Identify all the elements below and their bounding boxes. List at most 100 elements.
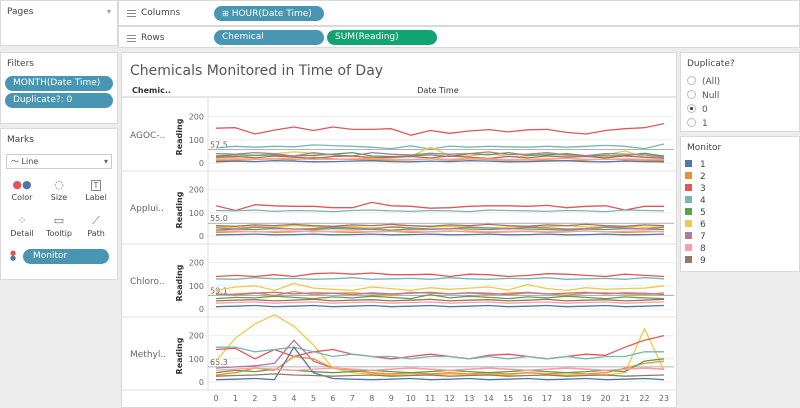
legend-item-monitor-7[interactable]: 7 bbox=[685, 231, 706, 243]
x-tick-label: 3 bbox=[272, 394, 277, 403]
legend-swatch bbox=[685, 196, 692, 203]
filters-card: Filters MONTH(Date Time) Duplicate?: 0 bbox=[0, 52, 118, 124]
radio-dot bbox=[687, 76, 696, 85]
legend-item-monitor-9[interactable]: 9 bbox=[685, 255, 706, 267]
detail-dots-icon: ⁘ bbox=[17, 214, 27, 227]
series-line-monitor-8 bbox=[215, 157, 665, 161]
y-axis-label: Reading bbox=[175, 337, 184, 374]
marks-path-button[interactable]: ⟋ Path bbox=[80, 211, 112, 245]
y-tick-label: 200 bbox=[189, 259, 204, 268]
legend-label: 2 bbox=[700, 172, 706, 182]
legend-label: 7 bbox=[700, 232, 706, 242]
y-tick-label: 100 bbox=[189, 355, 204, 364]
mark-type-dropdown[interactable]: 〜 Line ▾ bbox=[6, 154, 112, 169]
legend-item-monitor-6[interactable]: 6 bbox=[685, 219, 706, 231]
series-line-monitor-3 bbox=[215, 201, 664, 212]
x-tick-label: 9 bbox=[389, 394, 394, 403]
marks-tooltip-button[interactable]: ▭ Tooltip bbox=[43, 211, 75, 245]
radio-option-all[interactable]: (All) bbox=[687, 76, 720, 88]
chemical-label: Applui.. bbox=[130, 204, 164, 214]
chevron-down-icon: ▾ bbox=[103, 157, 108, 166]
series-line-monitor-3 bbox=[215, 272, 665, 278]
series-line-monitor-1 bbox=[215, 346, 665, 381]
radio-dot bbox=[687, 118, 696, 127]
x-tick-label: 6 bbox=[330, 394, 335, 403]
legend-item-monitor-1[interactable]: 1 bbox=[685, 159, 706, 171]
duplicate-filter-title: Duplicate? bbox=[687, 59, 735, 69]
radio-dot bbox=[687, 90, 696, 99]
series-line-monitor-5 bbox=[215, 293, 665, 300]
series-line-monitor-1 bbox=[215, 233, 665, 236]
marks-detail-button[interactable]: ⁘ Detail bbox=[6, 211, 38, 245]
x-tick-label: 16 bbox=[523, 394, 533, 403]
columns-label: Columns bbox=[141, 8, 181, 18]
x-tick-label: 17 bbox=[542, 394, 552, 403]
legend-item-monitor-5[interactable]: 5 bbox=[685, 207, 706, 219]
series-line-monitor-8 bbox=[215, 230, 665, 233]
x-tick-label: 0 bbox=[213, 394, 218, 403]
chemical-pill[interactable]: Chemical bbox=[214, 30, 324, 45]
legend-label: 6 bbox=[700, 220, 706, 230]
series-line-monitor-7 bbox=[215, 226, 665, 230]
chevron-down-icon[interactable]: ▾ bbox=[106, 7, 111, 16]
x-tick-label: 23 bbox=[659, 394, 669, 403]
chart-title: Chemicals Monitored in Time of Day bbox=[130, 63, 383, 79]
x-tick-label: 11 bbox=[425, 394, 435, 403]
legend-label: 9 bbox=[700, 256, 706, 266]
rows-shelf[interactable]: Rows Chemical SUM(Reading) bbox=[118, 26, 800, 48]
filter-duplicate-pill[interactable]: Duplicate?: 0 bbox=[5, 93, 113, 108]
duplicate-filter-card: Duplicate? (All) Null 0 1 bbox=[680, 52, 800, 132]
series-line-monitor-6 bbox=[215, 282, 665, 292]
y-tick-label: 0 bbox=[199, 378, 204, 387]
reference-line-label: 65.3 bbox=[210, 358, 228, 367]
marks-size-button[interactable]: ◌ Size bbox=[43, 175, 75, 209]
radio-option-0[interactable]: 0 bbox=[687, 104, 708, 116]
marks-card: Marks 〜 Line ▾ ●● Color ◌ Size T Label ⁘… bbox=[0, 128, 118, 280]
legend-swatch bbox=[685, 220, 692, 227]
x-tick-label: 10 bbox=[406, 394, 416, 403]
filter-month-pill[interactable]: MONTH(Date Time) bbox=[5, 76, 113, 91]
x-tick-label: 21 bbox=[620, 394, 630, 403]
columns-icon bbox=[127, 10, 136, 17]
x-tick-label: 13 bbox=[464, 394, 474, 403]
x-tick-label: 15 bbox=[503, 394, 513, 403]
radio-dot-selected bbox=[687, 104, 696, 113]
radio-option-null[interactable]: Null bbox=[687, 90, 719, 102]
series-line-monitor-2 bbox=[215, 355, 665, 376]
radio-option-1[interactable]: 1 bbox=[687, 118, 708, 130]
series-line-monitor-1 bbox=[215, 160, 665, 163]
hour-date-time-pill[interactable]: ⊞ HOUR(Date Time) bbox=[214, 6, 324, 21]
chemical-label: AGOC-.. bbox=[130, 131, 165, 141]
series-line-monitor-7 bbox=[215, 151, 665, 158]
x-tick-label: 7 bbox=[350, 394, 355, 403]
tooltip-bubble-icon: ▭ bbox=[53, 214, 65, 227]
y-tick-label: 100 bbox=[189, 136, 204, 145]
line-mark-icon: 〜 bbox=[11, 157, 22, 166]
size-circles-icon: ◌ bbox=[54, 178, 64, 191]
y-axis-label: Reading bbox=[175, 264, 184, 301]
y-tick-label: 200 bbox=[189, 332, 204, 341]
monitor-color-pill[interactable]: Monitor bbox=[23, 249, 109, 264]
legend-item-monitor-4[interactable]: 4 bbox=[685, 195, 706, 207]
legend-item-monitor-2[interactable]: 2 bbox=[685, 171, 706, 183]
pages-card[interactable]: Pages ▾ bbox=[0, 0, 118, 46]
series-line-monitor-8 bbox=[215, 367, 665, 372]
legend-label: 4 bbox=[700, 196, 706, 206]
columns-shelf[interactable]: Columns ⊞ HOUR(Date Time) bbox=[118, 0, 800, 26]
marks-label-button[interactable]: T Label bbox=[80, 175, 112, 209]
monitor-legend-card: Monitor 1 2 3 4 5 6 7 8 9 bbox=[680, 136, 800, 272]
series-line-monitor-9 bbox=[215, 223, 665, 227]
legend-item-monitor-8[interactable]: 8 bbox=[685, 243, 706, 255]
pages-title: Pages bbox=[7, 7, 34, 17]
x-tick-label: 2 bbox=[252, 394, 257, 403]
marks-color-button[interactable]: ●● Color bbox=[6, 175, 38, 209]
label-t-icon: T bbox=[80, 177, 112, 193]
x-tick-label: 18 bbox=[562, 394, 572, 403]
x-tick-label: 4 bbox=[291, 394, 296, 403]
legend-item-monitor-3[interactable]: 3 bbox=[685, 183, 706, 195]
x-tick-label: 14 bbox=[484, 394, 494, 403]
sum-reading-pill[interactable]: SUM(Reading) bbox=[327, 30, 437, 45]
legend-label: 5 bbox=[700, 208, 706, 218]
line-chart: Chemicals Monitored in Time of Day Chemic… bbox=[122, 63, 676, 403]
x-tick-label: 5 bbox=[311, 394, 316, 403]
